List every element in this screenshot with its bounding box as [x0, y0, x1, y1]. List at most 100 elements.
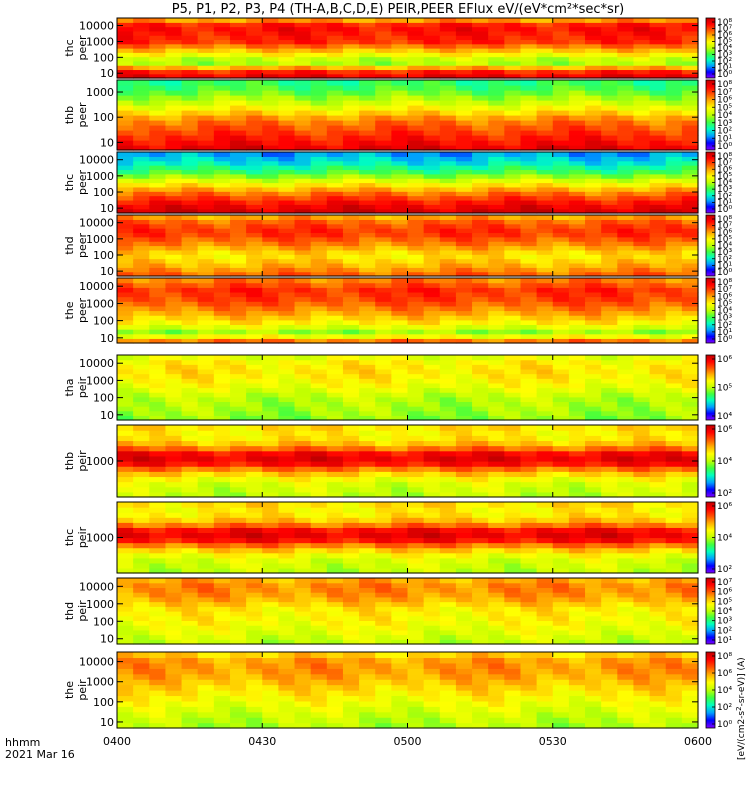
- spectrogram-cell: [488, 110, 505, 116]
- spectrogram-cell: [552, 700, 570, 707]
- spectrogram-cell: [536, 241, 554, 247]
- spectrogram-cell: [294, 282, 312, 288]
- spectrogram-cell: [455, 333, 473, 339]
- spectrogram-cell: [117, 160, 134, 166]
- spectrogram-cell: [278, 267, 296, 273]
- spectrogram-cell: [326, 440, 344, 447]
- spectrogram-cell: [359, 606, 376, 612]
- spectrogram-cell: [552, 30, 570, 36]
- spectrogram-cell: [391, 435, 409, 442]
- spectrogram-cell: [681, 435, 699, 442]
- spectrogram-cell: [117, 245, 134, 251]
- spectrogram-cell: [568, 578, 586, 584]
- spectrogram-cell: [439, 486, 457, 493]
- spectrogram-cell: [504, 100, 522, 106]
- spectrogram-cell: [601, 130, 618, 136]
- spectrogram-cell: [552, 310, 570, 316]
- spectrogram-cell: [294, 440, 312, 447]
- spectrogram-cell: [536, 301, 554, 307]
- spectrogram-cell: [149, 26, 167, 32]
- spectrogram-cell: [294, 241, 312, 247]
- spectrogram-cell: [310, 278, 328, 284]
- spectrogram-cell: [585, 430, 602, 436]
- spectrogram-cell: [246, 208, 263, 214]
- spectrogram-cell: [568, 165, 586, 171]
- spectrogram-cell: [504, 232, 522, 238]
- spectrogram-cell: [439, 195, 457, 201]
- spectrogram-cell: [504, 43, 522, 49]
- spectrogram-cell: [665, 48, 683, 53]
- spectrogram-cell: [568, 65, 586, 71]
- spectrogram-cell: [197, 512, 215, 518]
- spectrogram-cell: [601, 199, 618, 205]
- spectrogram-cell: [407, 507, 425, 513]
- spectrogram-cell: [294, 378, 312, 384]
- spectrogram-cell: [375, 706, 392, 713]
- spectrogram-cell: [375, 639, 392, 645]
- spectrogram-cell: [585, 481, 602, 488]
- spectrogram-cell: [552, 507, 570, 513]
- spectrogram-cell: [342, 22, 360, 28]
- spectrogram-cell: [213, 578, 231, 584]
- spectrogram-cell: [262, 522, 279, 528]
- spectrogram-cell: [149, 502, 167, 508]
- spectrogram-cell: [488, 542, 505, 549]
- spectrogram-cell: [601, 56, 618, 62]
- spectrogram-cell: [568, 73, 586, 79]
- spectrogram-cell: [601, 236, 618, 242]
- spectrogram-cell: [229, 512, 247, 518]
- spectrogram-cell: [359, 73, 376, 79]
- spectrogram-cell: [278, 287, 296, 293]
- spectrogram-cell: [520, 228, 538, 234]
- spectrogram-cell: [278, 173, 296, 179]
- spectrogram-cell: [278, 249, 296, 255]
- spectrogram-cell: [585, 80, 602, 86]
- spectrogram-cell: [585, 552, 602, 559]
- spectrogram-cell: [229, 552, 247, 559]
- spectrogram-cell: [665, 471, 683, 478]
- spectrogram-cell: [633, 204, 651, 210]
- spectrogram-cell: [165, 606, 183, 612]
- spectrogram-cell: [149, 517, 167, 523]
- spectrogram-cell: [181, 333, 199, 339]
- spectrogram-cell: [181, 43, 199, 49]
- spectrogram-cell: [310, 169, 328, 175]
- spectrogram-cell: [359, 254, 376, 260]
- spectrogram-cell: [229, 110, 247, 116]
- spectrogram-cell: [229, 156, 247, 162]
- spectrogram-cell: [197, 278, 215, 284]
- spectrogram-cell: [133, 182, 150, 188]
- spectrogram-cell: [536, 450, 554, 457]
- spectrogram-cell: [455, 430, 473, 436]
- spectrogram-cell: [197, 254, 215, 260]
- spectrogram-cell: [633, 373, 651, 379]
- spectrogram-cell: [568, 461, 586, 467]
- spectrogram-cell: [326, 491, 344, 498]
- spectrogram-cell: [472, 382, 489, 389]
- spectrogram-cell: [472, 512, 489, 518]
- spectrogram-cell: [617, 722, 635, 729]
- spectrogram-cell: [165, 18, 183, 23]
- spectrogram-cell: [197, 471, 215, 478]
- spectrogram-cell: [149, 491, 167, 498]
- spectrogram-cell: [504, 165, 522, 171]
- spectrogram-cell: [520, 522, 538, 528]
- spectrogram-cell: [552, 125, 570, 131]
- spectrogram-cell: [149, 601, 167, 607]
- spectrogram-cell: [601, 359, 618, 365]
- spectrogram-cell: [278, 85, 296, 91]
- spectrogram-cell: [617, 195, 635, 201]
- spectrogram-cell: [133, 39, 150, 45]
- spectrogram-cell: [133, 249, 150, 255]
- spectrogram-cell: [375, 722, 392, 729]
- spectrogram-cell: [149, 410, 167, 416]
- spectrogram-cell: [359, 120, 376, 126]
- spectrogram-cell: [326, 262, 344, 268]
- spectrogram-cell: [229, 258, 247, 264]
- spectrogram-cell: [326, 601, 344, 607]
- spectrogram-cell: [310, 387, 328, 393]
- spectrogram-cell: [472, 169, 489, 175]
- spectrogram-cell: [439, 130, 457, 136]
- spectrogram-cell: [294, 592, 312, 598]
- spectrogram-cell: [633, 130, 651, 136]
